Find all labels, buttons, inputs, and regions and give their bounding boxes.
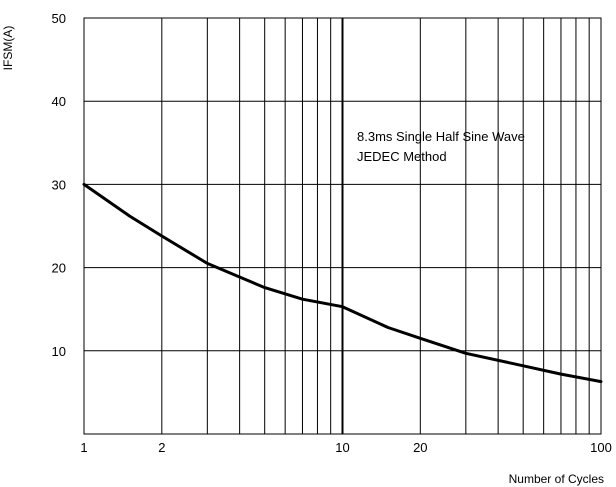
y-tick-label: 50 (52, 11, 66, 26)
x-tick-label: 2 (158, 440, 165, 455)
x-tick-label: 10 (335, 440, 349, 455)
series-layer (82, 182, 603, 384)
grid (84, 18, 601, 434)
y-tick-label: 30 (52, 177, 66, 192)
y-tick-label: 10 (52, 344, 66, 359)
x-axis-label: Number of Cycles (509, 472, 604, 486)
plot-frame (83, 17, 602, 435)
x-tick-labels: 1 2 10 20 100 (80, 440, 611, 455)
annotation-line-2: JEDEC Method (357, 149, 447, 164)
y-tick-label: 20 (52, 261, 66, 276)
annotation-line-1: 8.3ms Single Half Sine Wave (357, 129, 525, 144)
series-line (82, 182, 603, 384)
y-tick-labels: 10 20 30 40 50 (52, 11, 66, 359)
x-tick-label: 100 (590, 440, 612, 455)
y-tick-label: 40 (52, 94, 66, 109)
x-tick-label: 1 (80, 440, 87, 455)
x-tick-label: 20 (413, 440, 427, 455)
y-axis-label: IFSM(A) (1, 26, 15, 71)
